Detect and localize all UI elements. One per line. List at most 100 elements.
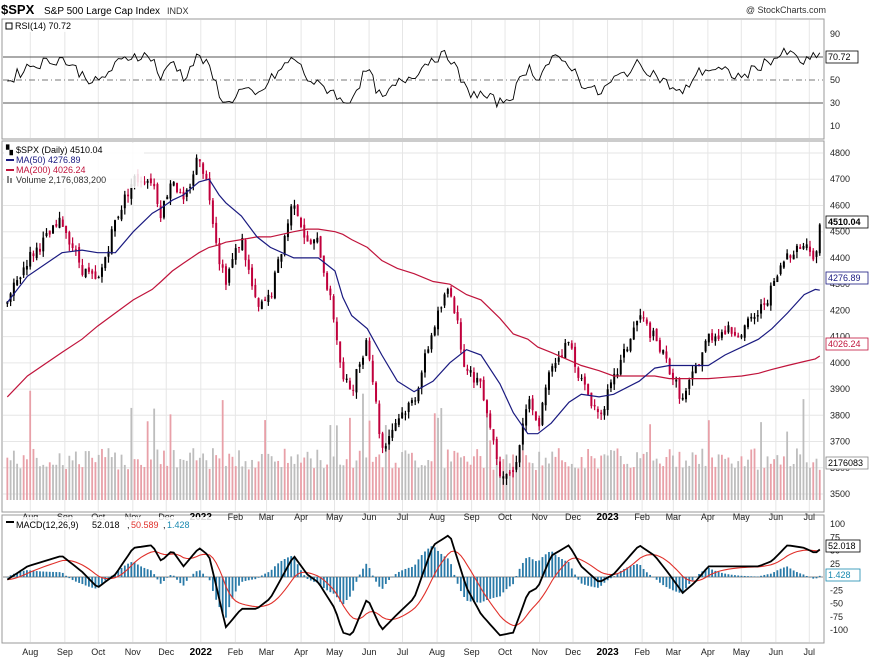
macd-histogram-bar <box>531 559 534 577</box>
volume-bar <box>218 458 221 500</box>
volume-bar <box>469 464 472 500</box>
macd-histogram-bar <box>433 547 436 577</box>
volume-bar <box>698 463 700 500</box>
volume-bar <box>420 465 423 500</box>
macd-histogram-bar <box>225 577 227 618</box>
rsi-tick-label: 90 <box>830 29 840 39</box>
macd-histogram-bar <box>769 573 772 577</box>
volume-bar <box>815 458 818 500</box>
price-bar-body <box>257 298 260 307</box>
price-bar-body <box>450 288 453 297</box>
price-bar-body <box>329 288 332 296</box>
volume-bar <box>613 450 616 500</box>
price-bar-body <box>290 206 293 226</box>
macd-histogram-bar <box>525 558 528 577</box>
volume-tag: 2176083 <box>828 458 863 468</box>
macd-histogram-bar <box>254 577 257 580</box>
price-bar-body <box>652 330 655 337</box>
copyright-text: @ StockCharts.com <box>746 5 826 15</box>
volume-bar <box>71 460 74 500</box>
macd-histogram-bar <box>378 577 381 587</box>
volume-bar <box>127 469 129 500</box>
macd-histogram-bar <box>476 577 479 603</box>
volume-bar <box>198 457 201 500</box>
price-bar-body <box>740 335 743 338</box>
price-bar-body <box>179 192 182 194</box>
macd-histogram-bar <box>74 577 77 582</box>
volume-bar <box>495 457 498 500</box>
macd-histogram-bar <box>495 577 498 598</box>
macd-histogram-bar <box>300 570 302 577</box>
price-bar-body <box>352 389 355 391</box>
volume-bar <box>264 420 267 500</box>
price-bar-body <box>100 267 103 277</box>
macd-histogram-bar <box>365 563 368 577</box>
macd-histogram-bar <box>456 577 459 584</box>
volume-bar <box>65 468 67 500</box>
price-bar-body <box>482 379 485 401</box>
axis-labels: AugAugSepSepOctOctNovNovDecDec20222022Fe… <box>22 29 850 658</box>
volume-bar <box>600 455 603 500</box>
macd-histogram-bar <box>564 560 567 577</box>
volume-bar <box>521 450 524 500</box>
volume-bar <box>747 459 749 500</box>
volume-bar <box>414 460 417 500</box>
macd-tick-label: 75 <box>830 532 840 542</box>
price-bar-body <box>662 350 665 354</box>
volume-bar <box>789 466 792 500</box>
macd-histogram-bar <box>241 577 244 582</box>
volume-bar <box>636 452 638 500</box>
price-bar-body <box>361 357 364 365</box>
price-bar-body <box>6 301 9 304</box>
price-bar-body <box>812 250 815 260</box>
price-bar-body <box>237 247 240 249</box>
volume-bar <box>535 469 537 500</box>
macd-layer <box>6 534 821 637</box>
price-bar-body <box>691 371 694 380</box>
volume-bar <box>812 462 815 500</box>
macd-value: 52.018 <box>92 520 120 530</box>
volume-bar <box>32 448 35 500</box>
macd-histogram-bar <box>492 577 495 598</box>
price-bar-body <box>355 369 358 393</box>
price-bar-body <box>495 438 498 459</box>
price-bar-body <box>25 265 28 270</box>
volume-bar <box>779 464 782 500</box>
macd-histogram-bar <box>450 564 452 577</box>
macd-histogram-bar <box>720 572 723 577</box>
macd-histogram-bar <box>502 577 505 593</box>
volume-bar <box>42 464 45 500</box>
volume-bar <box>619 455 622 500</box>
symbol-text: $SPX <box>1 2 35 17</box>
macd-histogram-bar <box>779 568 782 577</box>
volume-bar <box>668 449 671 500</box>
volume-bar <box>437 417 439 500</box>
macd-histogram-bar <box>567 562 570 577</box>
volume-bar <box>39 466 41 500</box>
macd-histogram-bar <box>202 573 205 577</box>
macd-histogram-bar <box>153 574 156 577</box>
macd-histogram-bar <box>270 569 273 577</box>
price-bar-body <box>410 400 413 404</box>
price-bar-body <box>260 301 263 309</box>
volume-bar <box>792 463 795 500</box>
macd-histogram-bar <box>505 577 508 590</box>
macd-histogram-bar <box>734 575 736 577</box>
volume-bar <box>685 460 687 500</box>
price-tick-label: 4400 <box>830 253 850 263</box>
price-bar-body <box>600 412 603 415</box>
x-tick-label-bottom: Jul <box>397 647 409 657</box>
rsi-tick-label: 10 <box>830 121 840 131</box>
volume-bar <box>159 464 162 500</box>
volume-bar <box>133 459 136 500</box>
volume-bar <box>561 460 563 500</box>
volume-bar <box>211 448 214 500</box>
volume-bar <box>564 462 567 500</box>
price-bar-body <box>805 244 808 248</box>
volume-bar <box>763 467 766 500</box>
price-tick-label: 4600 <box>830 200 850 210</box>
macd-histogram-bar <box>163 577 165 581</box>
price-bar-body <box>642 317 645 319</box>
price-bar-body <box>176 183 179 193</box>
volume-bar <box>313 468 315 500</box>
